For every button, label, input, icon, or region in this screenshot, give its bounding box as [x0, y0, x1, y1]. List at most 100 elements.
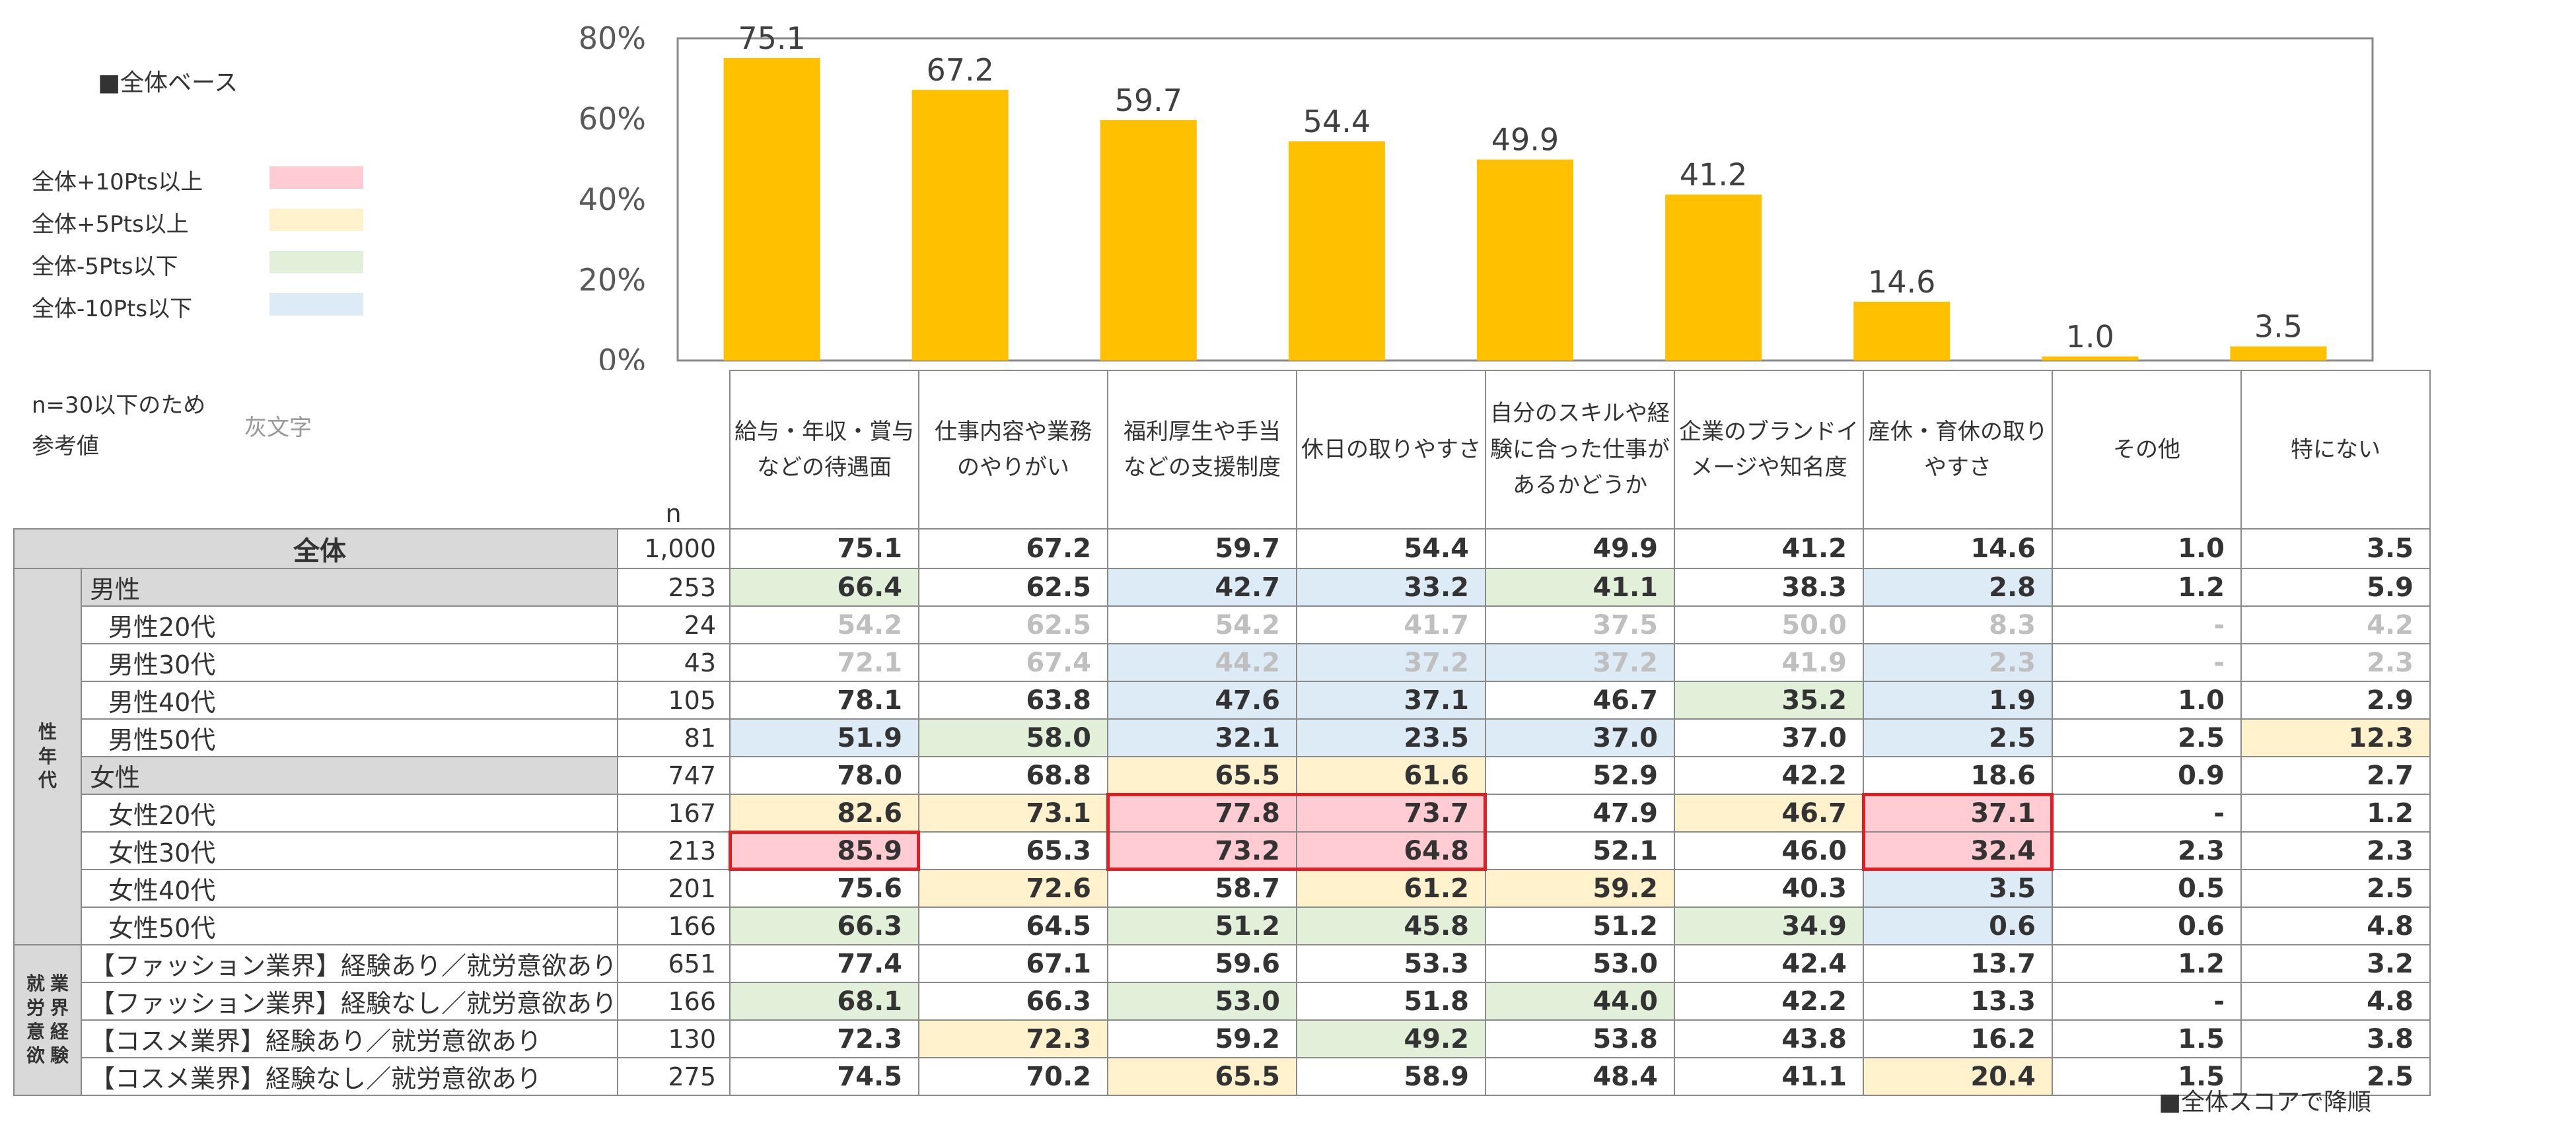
value-cell: 44.2 — [1107, 643, 1298, 682]
value-cell: 13.3 — [1863, 982, 2054, 1021]
value-cell: 59.2 — [1107, 1019, 1298, 1058]
value-cell: 13.7 — [1863, 944, 2054, 983]
value-cell: 2.3 — [2240, 643, 2431, 682]
value-cell: 3.2 — [2240, 944, 2431, 983]
value-cell: 37.0 — [1485, 718, 1676, 757]
value-cell: 66.3 — [729, 907, 920, 945]
bar — [723, 57, 820, 360]
value-cell: - — [2052, 794, 2242, 833]
category-header: 産休・育休の取り やすさ — [1863, 370, 2054, 530]
value-cell: 0.6 — [1863, 907, 2054, 945]
group-label-char: 年 — [38, 745, 57, 767]
reference-note-line2: 参考値 — [32, 433, 99, 460]
sort-footnote: ■全体スコアで降順 — [2158, 1089, 2371, 1116]
table-row: 女性30代 213 85.9 65.3 73.2 64.8 52.1 46.0 32.4 2.3 2… — [14, 831, 2431, 870]
value-cell: 1.0 — [2052, 528, 2242, 569]
value-cell: 37.1 — [1296, 681, 1487, 720]
header-row: n 給与・年収・賞与 などの待遇面 仕事内容や業務 のやりがい 福利厚生や手当 などの支援制… — [14, 370, 2431, 530]
legend-item-label: 全体+10Pts以上 — [32, 169, 203, 195]
value-cell: 48.4 — [1485, 1057, 1676, 1096]
category-header-line: 給与・年収・賞与 — [734, 418, 915, 445]
sample-size-cell: 275 — [617, 1057, 731, 1096]
category-header-line: メージや知名度 — [1690, 454, 1847, 481]
value-cell: 42.2 — [1674, 756, 1865, 795]
value-cell: 62.5 — [918, 605, 1109, 644]
value-cell: 1.2 — [2052, 944, 2242, 983]
value-cell: 65.5 — [1107, 1057, 1298, 1096]
sample-size-cell: 253 — [617, 568, 731, 607]
value-cell: 58.9 — [1296, 1057, 1487, 1096]
value-cell: 34.9 — [1674, 907, 1865, 945]
group-label-char: 界 — [50, 996, 69, 1019]
bar-value-label: 49.9 — [1491, 122, 1559, 158]
crosstab-table: n 給与・年収・賞与 などの待遇面 仕事内容や業務 のやりがい 福利厚生や手当 などの支援制… — [13, 370, 2431, 1096]
value-cell: - — [2052, 643, 2242, 682]
group-label-char: 労 — [26, 996, 45, 1019]
value-cell: 75.1 — [729, 528, 920, 569]
value-cell: 72.3 — [729, 1019, 920, 1058]
value-cell: 18.6 — [1863, 756, 2054, 795]
value-cell: 37.0 — [1674, 718, 1865, 757]
row-label: 男性50代 — [80, 718, 619, 757]
bar — [1477, 159, 1573, 361]
reference-note-gray-text: 灰文字 — [244, 415, 312, 441]
value-cell: 2.8 — [1863, 568, 2054, 607]
value-cell: 77.4 — [729, 944, 920, 983]
value-cell: 58.7 — [1107, 869, 1298, 908]
table-row: 【コスメ業界】経験なし／就労意欲あり 275 74.5 70.2 65.5 58.9 48.… — [14, 1057, 2431, 1096]
legend-item-label: 全体-5Pts以下 — [32, 254, 178, 280]
value-cell: 12.3 — [2240, 718, 2431, 757]
value-cell: 41.2 — [1674, 528, 1865, 569]
value-cell: 73.2 — [1107, 831, 1298, 870]
value-cell: 51.2 — [1485, 907, 1676, 945]
value-cell: 42.4 — [1674, 944, 1865, 983]
value-cell: 4.8 — [2240, 907, 2431, 945]
value-cell: 46.0 — [1674, 831, 1865, 870]
row-label: 【ファッション業界】経験あり／就労意欲あり — [80, 944, 619, 983]
value-cell: 1.9 — [1863, 681, 2054, 720]
value-cell: 43.8 — [1674, 1019, 1865, 1058]
value-cell: 32.4 — [1863, 831, 2054, 870]
value-cell: 65.3 — [918, 831, 1109, 870]
value-cell: 1.5 — [2052, 1019, 2242, 1058]
sample-size-cell: 747 — [617, 756, 731, 795]
y-tick-label: 40% — [579, 182, 646, 217]
value-cell: 85.9 — [729, 831, 920, 870]
table-row: 男性30代 43 72.1 67.4 44.2 37.2 37.2 41.9 2.3-2.3 — [14, 643, 2431, 682]
table-row: 男性20代 24 54.2 62.5 54.2 41.7 37.5 50.0 8.3-4.2 — [14, 605, 2431, 644]
reference-note-line1: n=30以下のため — [32, 392, 206, 419]
value-cell: 64.5 — [918, 907, 1109, 945]
legend-item-minus5: 全体-5Pts以下 — [32, 248, 363, 281]
category-header: 特にない — [2240, 370, 2431, 530]
legend-base-label: ■全体ベース — [98, 69, 238, 96]
value-cell: 1.0 — [2052, 681, 2242, 720]
value-cell: 41.1 — [1674, 1057, 1865, 1096]
sample-size-cell: 43 — [617, 643, 731, 682]
legend-item-label: 全体-10Pts以下 — [32, 296, 193, 322]
bar — [1100, 120, 1197, 360]
highlight-box — [729, 831, 921, 871]
y-tick-label: 0% — [598, 343, 646, 370]
group-label-char: 業 — [50, 973, 69, 995]
value-cell: 2.7 — [2240, 756, 2431, 795]
row-label-total: 全体 — [13, 528, 619, 569]
sample-size-cell: 166 — [617, 907, 731, 945]
value-cell: 32.1 — [1107, 718, 1298, 757]
bar — [912, 90, 1009, 360]
table-row: 就労意欲 業界経験 【ファッション業界】経験あり／就労意欲あり 651 77.4 67.1… — [13, 944, 2431, 1096]
category-header-line: 特にない — [2291, 436, 2381, 463]
value-cell: 52.9 — [1485, 756, 1676, 795]
value-cell: 2.5 — [1863, 718, 2054, 757]
bar-value-label: 3.5 — [2254, 309, 2303, 345]
value-cell: 5.9 — [2240, 568, 2431, 607]
value-cell: 59.6 — [1107, 944, 1298, 983]
sample-size-cell: 105 — [617, 681, 731, 720]
value-cell: 53.3 — [1296, 944, 1487, 983]
row-label: 女性50代 — [80, 907, 619, 945]
value-cell: 65.5 — [1107, 756, 1298, 795]
value-cell: 47.6 — [1107, 681, 1298, 720]
category-header-line: などの支援制度 — [1124, 454, 1281, 481]
value-cell: 41.7 — [1296, 605, 1487, 644]
value-cell: 2.3 — [2240, 831, 2431, 870]
table-row: 【コスメ業界】経験あり／就労意欲あり 130 72.3 72.3 59.2 49.2 53.… — [14, 1019, 2431, 1058]
